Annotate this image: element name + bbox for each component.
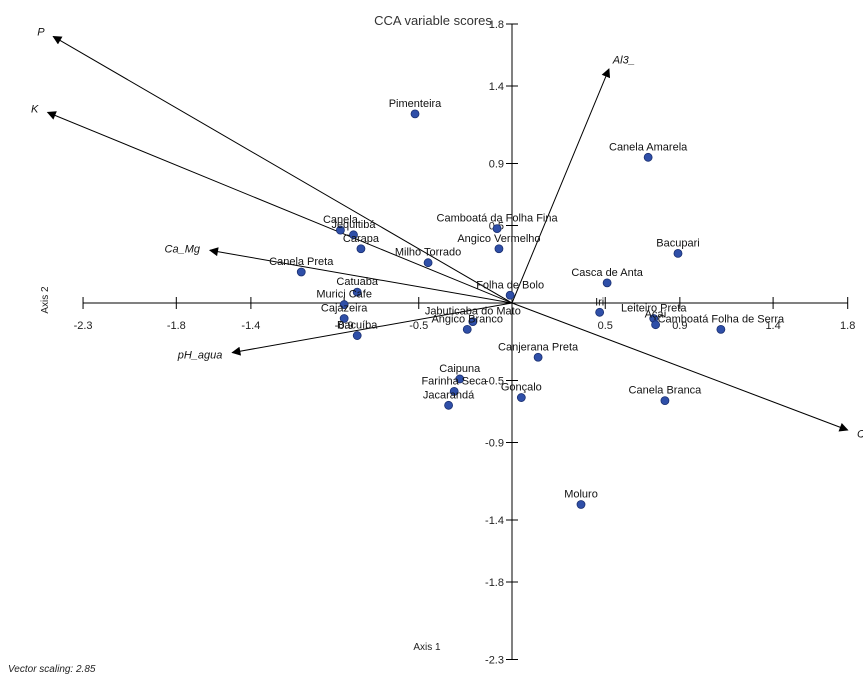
species-label: Camboatá da Folha Fina <box>437 213 559 225</box>
species-point <box>455 374 465 384</box>
vector-ph-agua <box>231 302 513 356</box>
y-tick-label: -1.8 <box>485 577 504 589</box>
x-axis-label: Axis 1 <box>413 642 441 653</box>
species-point <box>352 331 362 340</box>
species-label: Milho Torrado <box>395 247 461 259</box>
y-tick-label: -1.4 <box>485 515 504 527</box>
species-label: Gonçalo <box>501 382 542 394</box>
species-point <box>339 314 349 323</box>
species-label: Cajazeira <box>321 303 368 315</box>
species-label: Farinha Seca <box>421 375 487 387</box>
vector-label: P <box>37 26 45 38</box>
species-point <box>595 307 605 317</box>
species-label: Canela Amarela <box>609 141 688 153</box>
y-tick-label: 0.9 <box>489 159 504 171</box>
x-tick-label: 1.8 <box>840 320 855 332</box>
species-points: Pimenteira Canela Amarela Camboatá da Folh… <box>269 98 785 509</box>
species-label: Caipuna <box>439 363 481 375</box>
species-point <box>339 300 349 309</box>
y-tick-label: 1.4 <box>489 81 504 93</box>
vector-label: Ca_Mg <box>165 244 201 256</box>
species-label: Canela <box>323 214 359 226</box>
vector-label: pH_agua <box>177 349 223 361</box>
vector-c <box>511 302 849 432</box>
species-label: Bacupari <box>656 237 699 249</box>
species-label: Moluro <box>564 489 598 501</box>
species-point <box>352 287 362 297</box>
axes: -2.3 -1.8 -1.4 -0.9 -0.5 0.5 0.9 1.4 1.8 1.8 1.4 0.… <box>74 19 856 667</box>
species-point <box>356 244 366 254</box>
species-label: Canela Preta <box>269 256 334 268</box>
species-label: Canela Branca <box>629 385 703 397</box>
species-label: Bacuíba <box>337 320 378 332</box>
species-label: Leiteiro Preta <box>621 303 687 315</box>
species-label: Angico Vermelho <box>457 233 540 245</box>
x-tick-label: 0.9 <box>672 320 687 332</box>
vector-p <box>52 35 513 304</box>
y-tick-label: -0.9 <box>485 438 504 450</box>
species-label: Murici Cafe <box>316 289 372 301</box>
species-point <box>468 317 478 327</box>
vector-label: K <box>31 104 39 116</box>
species-label: Canjerana Preta <box>498 341 579 353</box>
species-point <box>651 320 661 330</box>
species-label: Catuaba <box>336 276 378 288</box>
species-point <box>673 248 683 258</box>
species-point <box>449 386 459 396</box>
x-tick-label: -1.8 <box>167 320 186 332</box>
vector-label: C <box>857 429 863 441</box>
species-point <box>462 324 472 334</box>
species-point <box>349 230 358 240</box>
species-label: Jacarandá <box>423 389 475 401</box>
x-tick-label: -0.5 <box>409 320 428 332</box>
species-label: Pimenteira <box>389 98 442 110</box>
x-tick-label: 0.5 <box>598 320 613 332</box>
vector-ca-mg <box>208 247 513 304</box>
species-point <box>516 393 526 402</box>
species-point <box>660 396 670 406</box>
species-label: Casca de Anta <box>571 267 643 279</box>
species-point <box>602 278 612 288</box>
species-label: Angico Branco <box>431 313 503 325</box>
species-label: Açaí <box>645 309 667 321</box>
vector-scaling-note: Vector scaling: 2.85 <box>8 664 96 675</box>
y-axis-label: Axis 2 <box>40 286 51 314</box>
species-point <box>336 225 345 235</box>
species-point <box>716 324 726 334</box>
species-point <box>492 224 502 234</box>
y-tick-label: -0.5 <box>485 376 504 388</box>
species-point <box>444 400 453 410</box>
species-point <box>533 352 543 362</box>
vector-al3- <box>511 68 611 304</box>
species-label: Camboatá Folha de Serra <box>658 313 785 325</box>
vector-k <box>46 111 513 304</box>
species-point <box>643 152 653 162</box>
vector-label: Al3_ <box>612 55 635 67</box>
species-label: Folha de Bolo <box>476 279 544 291</box>
species-point <box>410 109 420 119</box>
species-label: Jequitibá <box>331 219 376 231</box>
chart-title: CCA variable scores <box>374 13 492 28</box>
species-point <box>423 258 433 268</box>
x-tick-label: -0.9 <box>335 320 354 332</box>
x-tick-label: -1.4 <box>241 320 260 332</box>
species-label: Carapa <box>343 233 380 245</box>
species-point <box>296 267 306 277</box>
x-tick-label: -2.3 <box>74 320 93 332</box>
y-tick-label: -2.3 <box>485 655 504 667</box>
species-label: Iri <box>595 296 604 308</box>
species-point <box>505 290 515 300</box>
species-label: Jabuticaba do Mato <box>425 306 521 318</box>
environmental-vectors: P K Al3_ Ca_Mg pH_agua C <box>31 26 863 440</box>
y-tick-label: 1.8 <box>489 19 504 31</box>
species-point <box>576 500 586 509</box>
x-tick-label: 1.4 <box>765 320 780 332</box>
species-point <box>494 244 504 254</box>
